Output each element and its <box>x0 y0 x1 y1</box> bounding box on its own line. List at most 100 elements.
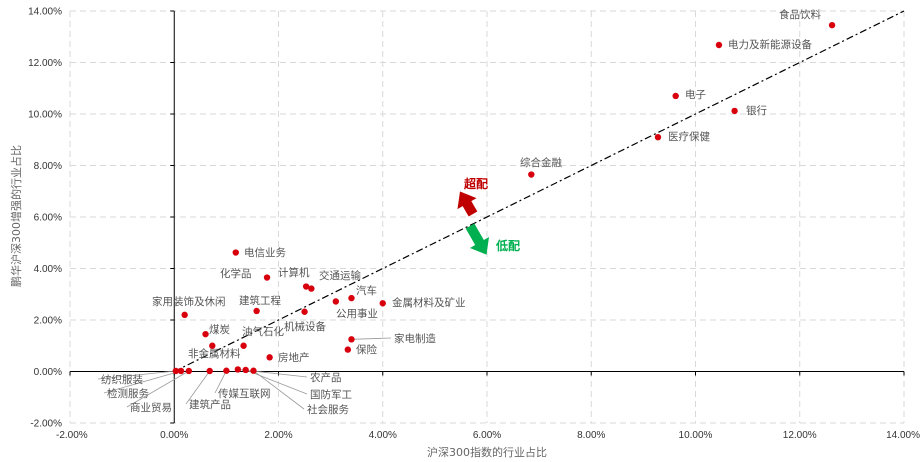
data-point <box>223 367 230 374</box>
data-label: 化学品 <box>220 267 252 280</box>
data-label: 油气石化 <box>242 325 284 338</box>
data-point <box>379 300 386 307</box>
label-leader-line <box>253 370 305 410</box>
data-point <box>672 92 679 100</box>
data-label: 国防军工 <box>310 388 352 401</box>
data-point <box>206 367 213 375</box>
data-point <box>302 283 310 290</box>
data-points <box>172 21 836 375</box>
data-point <box>301 308 308 315</box>
data-label: 电子 <box>685 88 706 101</box>
data-label: 机械设备 <box>284 320 326 333</box>
data-label: 房地产 <box>278 351 310 364</box>
y-tick-label: 8.00% <box>34 161 62 172</box>
label-leader-line <box>126 370 190 408</box>
data-point <box>240 342 247 349</box>
y-tick-label: 2.00% <box>34 316 62 327</box>
data-label: 电信业务 <box>244 246 286 259</box>
y-tick-label: 6.00% <box>34 213 62 224</box>
data-label: 建筑工程 <box>239 294 281 307</box>
data-label: 金属材料及矿业 <box>392 296 466 309</box>
data-point <box>528 171 535 178</box>
data-point <box>250 367 257 374</box>
data-point <box>828 21 836 29</box>
data-label: 家用装饰及休闲 <box>152 295 226 308</box>
data-point <box>266 354 273 361</box>
x-tick-label: 10.00% <box>679 430 713 441</box>
data-label: 保险 <box>356 343 377 356</box>
data-label: 银行 <box>746 104 767 117</box>
data-point <box>234 366 242 373</box>
data-label: 传媒互联网 <box>218 387 271 400</box>
y-tick-label: 4.00% <box>34 264 62 275</box>
data-point <box>181 311 188 319</box>
x-tick-label: 4.00% <box>369 430 397 441</box>
reference-line-y-equals-x <box>173 10 905 373</box>
data-point <box>232 249 239 256</box>
data-point <box>177 367 185 375</box>
x-tick-label: 12.00% <box>783 430 817 441</box>
overweight-arrow <box>457 191 478 217</box>
data-point <box>263 274 271 281</box>
data-point <box>715 41 723 49</box>
overweight-label: 超配 <box>463 176 488 191</box>
data-point <box>185 367 193 375</box>
x-tick-label: 2.00% <box>264 430 292 441</box>
x-tick-label: -2.00% <box>56 430 88 441</box>
label-leader-line <box>214 370 227 394</box>
label-leader-line <box>237 369 308 378</box>
data-point <box>344 346 352 353</box>
data-label: 社会服务 <box>307 403 349 416</box>
underweight-label: 低配 <box>495 238 520 253</box>
data-label: 电力及新能源设备 <box>728 38 812 51</box>
label-leader-line <box>245 369 308 395</box>
data-point <box>172 367 180 375</box>
data-label: 汽车 <box>356 284 377 297</box>
data-label: 综合金融 <box>520 156 562 169</box>
label-leader-line <box>103 370 182 394</box>
data-label: 家电制造 <box>394 332 436 345</box>
data-label: 纺织服装 <box>101 373 143 386</box>
data-label: 医疗保健 <box>668 130 710 143</box>
tick-labels: -2.00%-2.00% 0.00% 0.00% 2.00% 2.00% 4.00% 4.0… <box>28 7 920 442</box>
y-tick-label: -2.00% <box>30 419 62 430</box>
data-label: 建筑产品 <box>189 398 231 411</box>
data-label: 非金属材料 <box>188 347 241 360</box>
label-leader-line <box>97 370 176 380</box>
data-point <box>348 336 355 343</box>
data-point <box>654 133 662 141</box>
y-tick-label: 10.00% <box>28 110 62 121</box>
underweight-arrow <box>465 223 490 255</box>
label-leader-line <box>185 370 211 405</box>
gridlines <box>69 10 905 424</box>
y-tick-label: 12.00% <box>28 58 62 69</box>
data-label: 农产品 <box>310 371 342 384</box>
data-point <box>731 107 738 115</box>
data-point <box>308 285 315 292</box>
data-point <box>253 307 260 315</box>
label-leader-line <box>351 337 392 340</box>
data-label: 公用事业 <box>336 307 378 320</box>
data-label: 煤炭 <box>209 323 230 336</box>
data-label: 交通运输 <box>319 269 361 282</box>
data-point <box>348 294 355 302</box>
data-point <box>209 342 216 349</box>
y-tick-label: 14.00% <box>28 7 62 18</box>
x-tick-label: 14.00% <box>886 430 920 441</box>
data-point <box>202 330 209 338</box>
data-point <box>242 366 249 374</box>
data-point <box>332 298 340 305</box>
y-axis-title: 鹏华沪深300增强的行业占比 <box>9 145 23 287</box>
data-label: 检测服务 <box>107 387 149 400</box>
data-label: 商业贸易 <box>130 401 172 414</box>
x-tick-label: 6.00% <box>473 430 501 441</box>
x-axis-title: 沪深300指数的行业占比 <box>427 445 547 459</box>
data-label: 食品饮料 <box>779 8 821 21</box>
data-label: 计算机 <box>278 266 310 279</box>
label-leader-lines <box>97 337 392 410</box>
y-tick-label: 0.00% <box>34 367 62 378</box>
x-tick-label: 8.00% <box>577 430 605 441</box>
x-tick-label: 0.00% <box>160 430 188 441</box>
